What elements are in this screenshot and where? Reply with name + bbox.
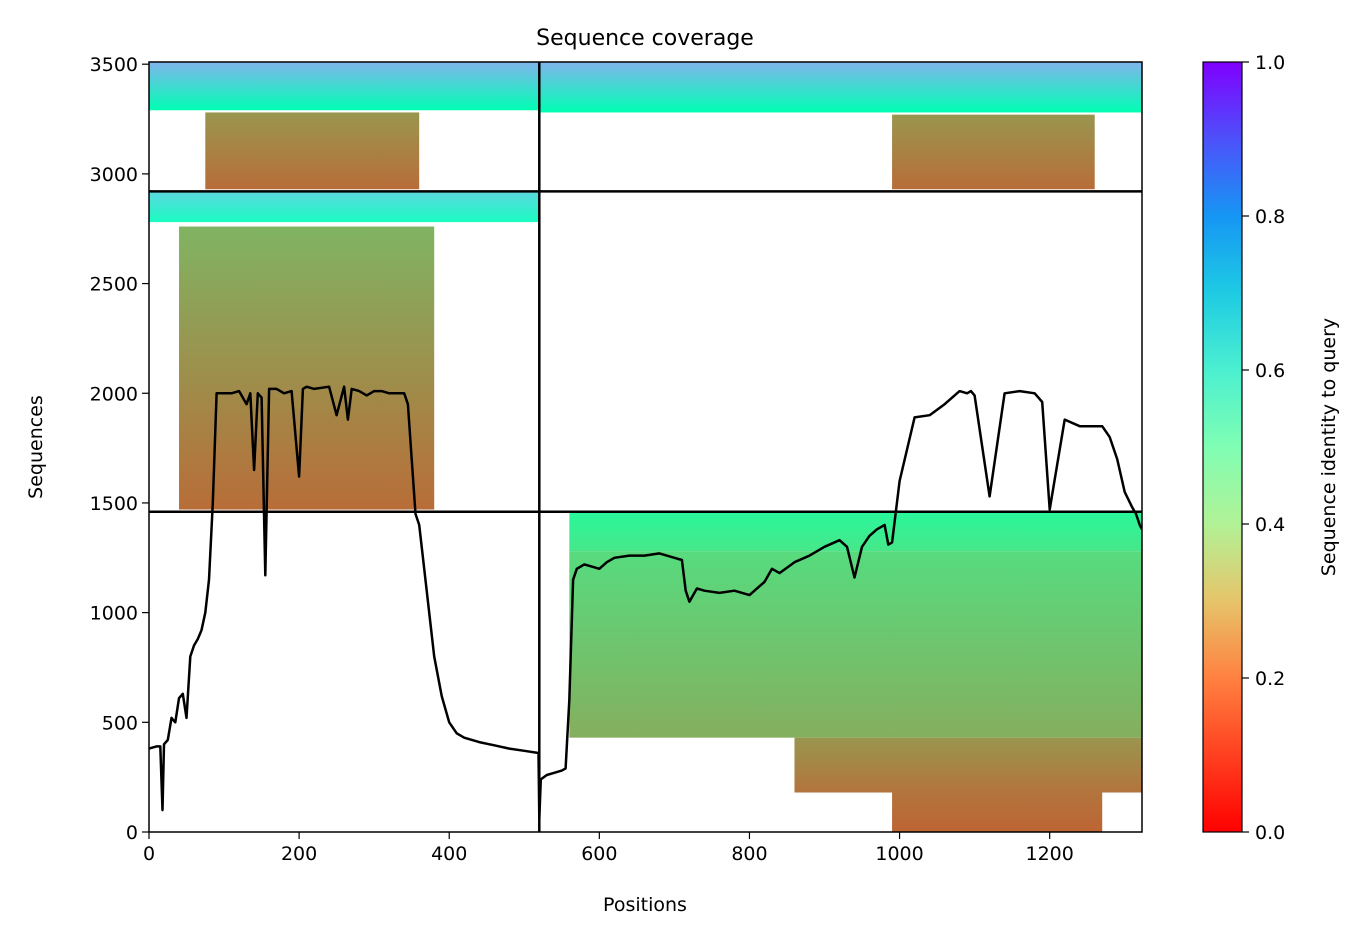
coverage-block — [892, 114, 1095, 190]
colorbar — [1202, 61, 1243, 833]
y-tick-label: 2500 — [90, 274, 138, 296]
x-tick-label: 400 — [431, 843, 467, 865]
plot-frame — [148, 61, 1143, 833]
coverage-block — [539, 62, 1142, 113]
x-tick-label: 600 — [581, 843, 617, 865]
colorbar-tick-label: 0.8 — [1255, 206, 1285, 228]
x-axis-label: Positions — [603, 894, 687, 916]
y-tick-label: 3500 — [90, 54, 138, 76]
coverage-line — [149, 385, 1142, 821]
coverage-block — [179, 226, 435, 510]
y-axis: 0 500 1000 1500 2000 2500 3000 3500 — [90, 54, 149, 844]
colorbar-tick-label: 0.0 — [1255, 822, 1285, 844]
coverage-line-group — [149, 385, 1142, 821]
chain-boundaries — [149, 62, 1142, 832]
x-axis: 0 200 400 600 800 1000 1200 — [143, 832, 1074, 865]
x-tick-label: 1200 — [1026, 843, 1074, 865]
colorbar-tick-label: 0.2 — [1255, 668, 1285, 690]
x-tick-label: 200 — [281, 843, 317, 865]
coverage-block — [892, 792, 1103, 832]
colorbar-tick-label: 0.4 — [1255, 514, 1285, 536]
colorbar-ticks: 0.0 0.2 0.4 0.6 0.8 1.0 — [1242, 52, 1285, 844]
y-tick-label: 500 — [102, 712, 138, 734]
coverage-block — [205, 112, 420, 190]
y-tick-label: 1500 — [90, 493, 138, 515]
colorbar-label: Sequence identity to query — [1318, 318, 1340, 576]
colorbar-tick-label: 1.0 — [1255, 52, 1285, 74]
x-tick-label: 0 — [143, 843, 155, 865]
coverage-block — [569, 551, 1142, 738]
coverage-block — [794, 737, 1142, 793]
coverage-block — [149, 62, 540, 111]
y-tick-label: 2000 — [90, 383, 138, 405]
colorbar-tick-label: 0.6 — [1255, 360, 1285, 382]
chart-title: Sequence coverage — [536, 26, 754, 51]
y-tick-label: 3000 — [90, 164, 138, 186]
coverage-heatmap — [149, 62, 1142, 832]
y-tick-label: 0 — [126, 822, 138, 844]
coverage-block — [149, 191, 540, 223]
y-axis-label: Sequences — [25, 395, 47, 499]
x-tick-label: 800 — [731, 843, 767, 865]
y-tick-label: 1000 — [90, 603, 138, 625]
coverage-block — [569, 511, 1142, 552]
x-tick-label: 1000 — [875, 843, 923, 865]
